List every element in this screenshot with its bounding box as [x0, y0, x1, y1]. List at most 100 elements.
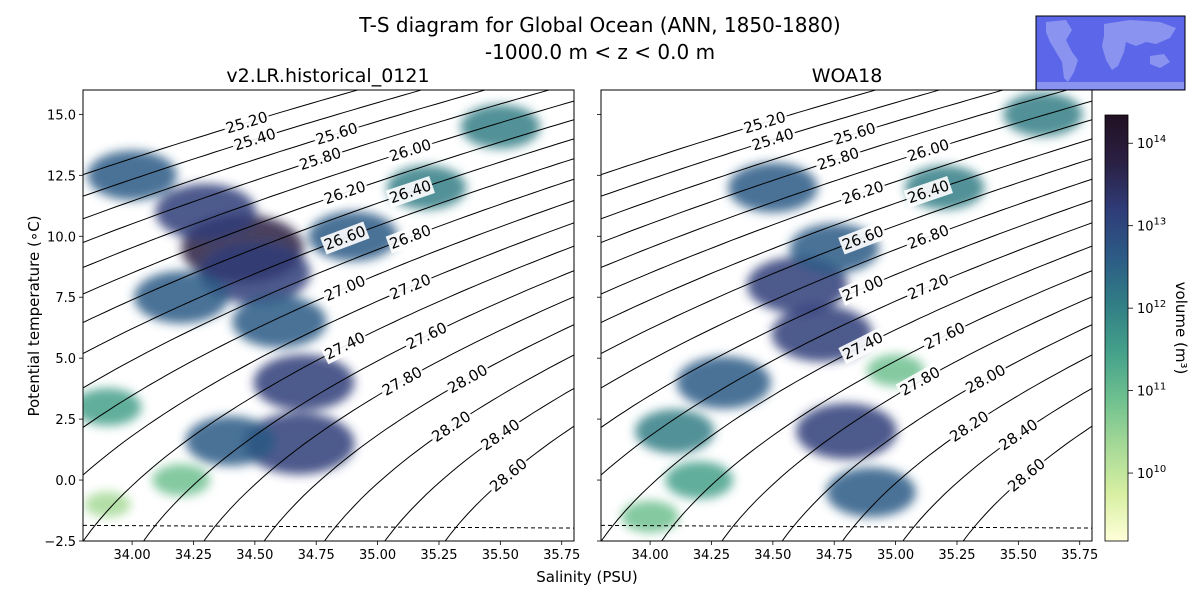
svg-text:25.80: 25.80 — [297, 144, 343, 174]
svg-text:26.00: 26.00 — [905, 135, 951, 165]
density-contour — [263, 324, 574, 541]
y-tick-label: 10.0 — [47, 230, 76, 245]
density-contour — [83, 222, 574, 476]
volume-cell — [185, 416, 276, 466]
contour-label: 27.20 — [385, 269, 435, 305]
svg-text:27.20: 27.20 — [905, 270, 952, 303]
x-tick-label: 34.75 — [298, 548, 335, 563]
density-contour — [841, 354, 1092, 541]
x-axis-label: Salinity (PSU) — [536, 568, 638, 586]
svg-text:28.60: 28.60 — [1004, 454, 1049, 495]
contour-label: 27.80 — [377, 362, 427, 401]
y-tick-label: 0.0 — [55, 474, 76, 489]
volume-cell — [83, 388, 142, 426]
contour-label: 28.20 — [427, 406, 476, 447]
y-axis-label: Potential temperature (∘C) — [25, 215, 43, 416]
svg-text:27.80: 27.80 — [379, 363, 425, 400]
volume-cell — [826, 467, 916, 518]
colorbar: volume (m³) 1010 1011 1012 1013 1014 — [1104, 114, 1190, 542]
contour-label: 27.00 — [838, 270, 888, 306]
colorbar-tick-label: 1011 — [1137, 382, 1166, 400]
contour-label: 28.00 — [961, 359, 1011, 399]
density-contour — [661, 270, 1092, 541]
contour-label: 28.40 — [994, 414, 1043, 456]
figure-title-line1: T-S diagram for Global Ocean (ANN, 1850-… — [358, 13, 840, 37]
inset-world-map — [1035, 15, 1186, 91]
contour-label: 27.60 — [920, 317, 970, 355]
freezing-point-line — [83, 524, 574, 529]
inset-map-land-americas — [1046, 20, 1078, 82]
contour-label: 27.00 — [320, 270, 370, 306]
y-tick-label: 7.5 — [55, 291, 76, 306]
volume-cell — [253, 354, 355, 411]
contour-label: 28.20 — [945, 406, 994, 447]
inset-map-land-australia — [1150, 54, 1170, 68]
density-contour — [721, 296, 1092, 541]
panel-title-model: v2.LR.historical_0121 — [226, 65, 429, 87]
panel-title-woa18: WOA18 — [812, 65, 883, 87]
density-contour — [601, 222, 1092, 476]
freezing-point-line — [601, 524, 1092, 529]
x-tick-label: 35.50 — [482, 548, 519, 563]
x-tick-label: 35.75 — [1061, 548, 1098, 563]
volume-cell — [635, 409, 715, 454]
svg-text:27.00: 27.00 — [322, 272, 369, 305]
density-contour — [601, 178, 1092, 389]
contour-label: 27.60 — [402, 317, 452, 355]
svg-text:26.80: 26.80 — [387, 221, 434, 253]
svg-text:26.80: 26.80 — [905, 221, 952, 253]
inset-map-land-antarctica — [1037, 82, 1184, 89]
contour-label: 26.80 — [903, 220, 953, 254]
svg-text:28.20: 28.20 — [428, 407, 474, 446]
volume-cell — [676, 356, 771, 409]
density-contour — [83, 178, 574, 389]
volume-cell — [460, 104, 540, 149]
svg-text:28.40: 28.40 — [996, 415, 1042, 454]
density-contour — [203, 296, 574, 541]
contour-label: 27.40 — [320, 327, 370, 365]
volume-cell — [87, 150, 177, 201]
x-tick-label: 34.25 — [175, 548, 212, 563]
volume-cell — [665, 461, 734, 499]
colorbar-tick-label: 1012 — [1137, 299, 1166, 317]
density-contour — [601, 90, 878, 176]
x-tick-label: 35.00 — [359, 548, 396, 563]
volume-cell — [1003, 92, 1083, 137]
y-tick-label: 2.5 — [55, 413, 76, 428]
svg-text:28.60: 28.60 — [486, 454, 531, 495]
svg-text:27.20: 27.20 — [387, 270, 434, 303]
svg-text:28.00: 28.00 — [444, 361, 490, 398]
colorbar-tick-label: 1014 — [1137, 134, 1166, 152]
y-tick-label: 15.0 — [47, 108, 76, 123]
density-contour — [83, 90, 424, 197]
volume-cell — [155, 183, 257, 240]
svg-text:27.60: 27.60 — [921, 318, 968, 353]
x-tick-label: 34.00 — [631, 548, 668, 563]
x-tick-label: 35.00 — [877, 548, 914, 563]
svg-text:26.00: 26.00 — [387, 135, 433, 165]
volume-cell — [152, 464, 210, 497]
axes-frame — [82, 89, 575, 542]
axes-frame — [600, 89, 1093, 542]
volume-cell — [232, 295, 327, 348]
volume-heatmap — [83, 104, 540, 518]
x-tick-label: 35.75 — [543, 548, 580, 563]
x-tick-label: 34.25 — [693, 548, 730, 563]
svg-text:27.60: 27.60 — [403, 318, 450, 353]
contour-label: 26.20 — [838, 176, 888, 209]
contour-label: 26.00 — [903, 134, 953, 166]
volume-cell — [621, 500, 679, 533]
x-tick-label: 35.25 — [420, 548, 457, 563]
svg-text:26.20: 26.20 — [322, 177, 368, 208]
contour-label: 28.60 — [1003, 453, 1050, 497]
contour-label: 26.40 — [903, 175, 953, 208]
x-tick-label: 34.50 — [236, 548, 273, 563]
volume-cell — [728, 162, 818, 213]
svg-text:28.00: 28.00 — [962, 361, 1008, 398]
contour-label: 26.00 — [385, 134, 435, 166]
svg-text:28.20: 28.20 — [946, 407, 992, 446]
